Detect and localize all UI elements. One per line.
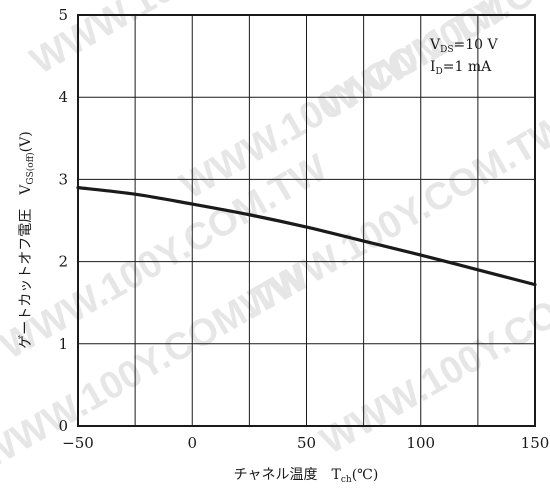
y-tick-labels: 0 1 2 3 4 5 [58,6,68,435]
y-tick-label: 3 [58,170,68,188]
plot-frame [77,14,536,427]
y-tick-label: 5 [58,6,68,24]
condition-vds: VDS=10 V [429,37,499,55]
x-tick-labels: −50 0 50 100 150 [62,434,549,452]
x-axis-title: チャネル温度 Tch(℃) [234,467,379,485]
y-axis-title: ゲートカットオフ電圧 VGS(off)(V) [18,131,36,348]
conditions-box: VDS=10 V ID=1 mA [429,37,499,77]
y-tick-label: 1 [58,335,68,353]
x-tick-label: 150 [521,434,550,452]
y-tick-label: 2 [58,253,68,271]
x-tick-label: 0 [187,434,197,452]
x-tick-label: 50 [297,434,316,452]
x-tick-label: 100 [406,434,435,452]
watermark-text: WWW.100Y.COM.TW [0,257,315,478]
condition-id: ID=1 mA [430,59,492,77]
watermark-text: WWW.100Y.COM.TW [314,242,550,463]
grid [78,15,535,426]
watermark-text: WWW.100Y.COM.TW [24,0,365,83]
x-tick-label: −50 [62,434,94,452]
y-tick-label: 4 [58,88,68,106]
series-line [76,186,537,287]
y-tick-label: 0 [58,417,68,435]
